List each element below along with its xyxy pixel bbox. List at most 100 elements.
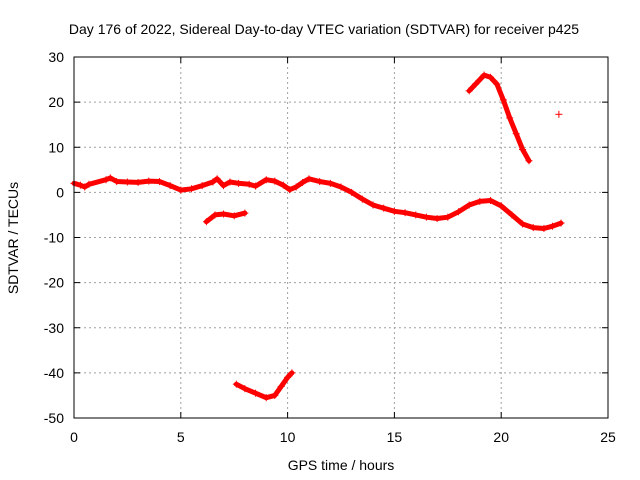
x-axis-label: GPS time / hours	[288, 457, 395, 473]
data-point	[252, 389, 260, 397]
data-point	[113, 178, 121, 186]
data-point	[123, 178, 131, 186]
data-point	[305, 175, 313, 183]
data-point	[198, 182, 206, 190]
y-tick-label: 30	[48, 49, 64, 65]
chart-title: Day 176 of 2022, Sidereal Day-to-day VTE…	[69, 21, 579, 37]
data-point	[166, 182, 174, 190]
data-point	[81, 183, 89, 191]
data-point	[557, 219, 565, 227]
data-point	[519, 220, 527, 228]
data-point	[155, 178, 163, 186]
x-tick-label: 25	[600, 429, 616, 445]
data-point	[277, 382, 285, 390]
data-point	[512, 130, 520, 138]
y-tick-label: 20	[48, 94, 64, 110]
data-point	[177, 186, 185, 194]
data-point	[187, 185, 195, 193]
data-point	[369, 201, 377, 209]
data-point	[271, 391, 279, 399]
data-point	[555, 110, 563, 118]
y-tick-label: -20	[44, 275, 64, 291]
data-point	[444, 213, 452, 221]
data-point	[326, 179, 334, 187]
data-point	[286, 186, 294, 194]
data-point	[529, 224, 537, 232]
data-point	[390, 207, 398, 215]
data-point	[234, 179, 242, 187]
data-point	[348, 188, 356, 196]
data-point	[211, 211, 219, 219]
x-tick-label: 0	[70, 429, 78, 445]
data-point	[252, 182, 260, 190]
data-point	[279, 181, 287, 189]
y-tick-label: -40	[44, 365, 64, 381]
y-tick-label: -50	[44, 410, 64, 426]
gridlines	[74, 57, 608, 418]
y-tick-label: 10	[48, 139, 64, 155]
data-point	[232, 380, 240, 388]
data-point	[472, 80, 480, 88]
y-tick-label: -10	[44, 230, 64, 246]
data-point	[433, 215, 441, 223]
data-point	[465, 201, 473, 209]
data-point	[454, 208, 462, 216]
data-point	[480, 71, 488, 79]
series-trace-main	[71, 175, 564, 231]
data-point	[288, 369, 296, 377]
data-point	[102, 176, 110, 184]
data-point	[337, 183, 345, 191]
data-point	[422, 213, 430, 221]
x-tick-label: 15	[387, 429, 403, 445]
data-point	[316, 178, 324, 186]
data-point	[292, 183, 300, 191]
data-point	[497, 202, 505, 210]
data-point	[412, 211, 420, 219]
y-axis-label: SDTVAR / TECUs	[5, 182, 21, 294]
data-point	[145, 177, 153, 185]
data-point	[487, 73, 495, 81]
data-point	[476, 197, 484, 205]
data-point	[262, 394, 270, 402]
data-point	[226, 178, 234, 186]
x-tick-label: 5	[177, 429, 185, 445]
data-point	[106, 174, 114, 182]
y-tick-label: 0	[56, 184, 64, 200]
data-point	[209, 178, 217, 186]
data-point	[220, 210, 228, 218]
data-point	[213, 175, 221, 183]
data-point	[76, 181, 84, 189]
data-point	[519, 146, 527, 154]
series-trace-peak	[466, 72, 532, 164]
data-point	[465, 87, 473, 95]
data-point	[499, 96, 507, 104]
data-point	[540, 224, 548, 232]
data-point	[548, 222, 556, 230]
data-point	[506, 114, 514, 122]
x-tick-label: 10	[280, 429, 296, 445]
plot-frame	[73, 56, 609, 419]
plot-area	[70, 71, 565, 402]
data-point	[493, 80, 501, 88]
data-point	[508, 211, 516, 219]
data-point	[380, 204, 388, 212]
data-point	[262, 176, 270, 184]
data-point	[230, 212, 238, 220]
series-trace-deep-dip	[233, 370, 295, 401]
data-point	[525, 157, 533, 165]
data-point	[271, 177, 279, 185]
data-point	[202, 218, 210, 226]
data-point	[284, 373, 292, 381]
data-point	[245, 180, 253, 188]
x-tick-label: 20	[493, 429, 509, 445]
y-tick-label: -30	[44, 320, 64, 336]
data-point	[220, 182, 228, 190]
data-point	[134, 178, 142, 186]
data-point	[401, 209, 409, 217]
data-point	[241, 209, 249, 217]
data-point	[299, 178, 307, 186]
data-point	[358, 195, 366, 203]
data-point	[241, 385, 249, 393]
data-point	[85, 180, 93, 188]
